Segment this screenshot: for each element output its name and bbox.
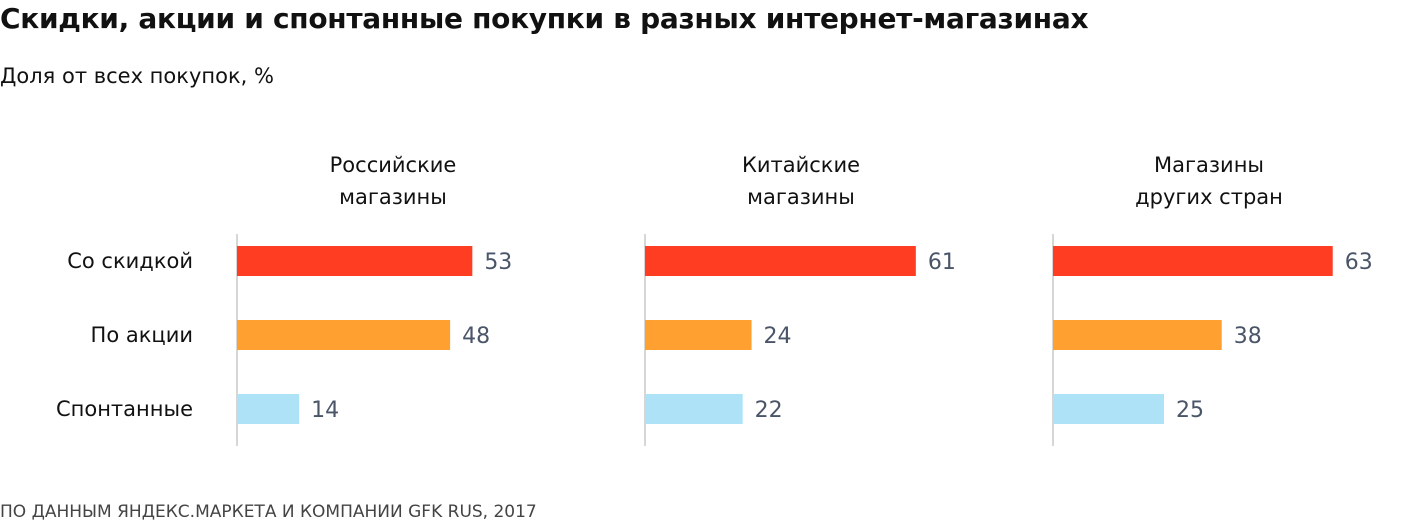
bar-impulse xyxy=(1053,394,1164,424)
bar-discount xyxy=(237,246,473,276)
category-label-discount: Со скидкой xyxy=(67,249,193,273)
panel-title-line: магазины xyxy=(747,185,855,209)
panel-title-line: Магазины xyxy=(1154,153,1264,177)
bar-promo xyxy=(645,320,752,350)
value-label: 53 xyxy=(484,250,512,275)
chart-title: Скидки, акции и спонтанные покупки в раз… xyxy=(0,2,1089,35)
bar-chart: Со скидкой По акции Спонтанные Российские ма… xyxy=(56,153,1373,446)
chart-subtitle: Доля от всех покупок, % xyxy=(0,64,274,88)
value-label: 22 xyxy=(755,398,783,423)
bar-promo xyxy=(237,320,451,350)
panel-title-line: магазины xyxy=(339,185,447,209)
panel-title-line: Российские xyxy=(330,153,457,177)
value-label: 38 xyxy=(1234,324,1262,349)
source-note: ПО ДАННЫМ ЯНДЕКС.МАРКЕТА И КОМПАНИИ GFK … xyxy=(0,502,537,522)
bar-discount xyxy=(1053,246,1333,276)
value-label: 14 xyxy=(311,398,339,423)
value-label: 25 xyxy=(1176,398,1204,423)
panel-title-line: Китайские xyxy=(742,153,860,177)
value-label: 48 xyxy=(462,324,490,349)
panel-title-line: других стран xyxy=(1135,185,1283,209)
value-label: 61 xyxy=(928,250,956,275)
bar-impulse xyxy=(645,394,743,424)
value-label: 24 xyxy=(764,324,792,349)
category-label-impulse: Спонтанные xyxy=(56,397,193,421)
bar-discount xyxy=(645,246,916,276)
value-label: 63 xyxy=(1345,250,1373,275)
category-label-promo: По акции xyxy=(91,323,193,347)
bar-promo xyxy=(1053,320,1222,350)
bar-impulse xyxy=(237,394,300,424)
